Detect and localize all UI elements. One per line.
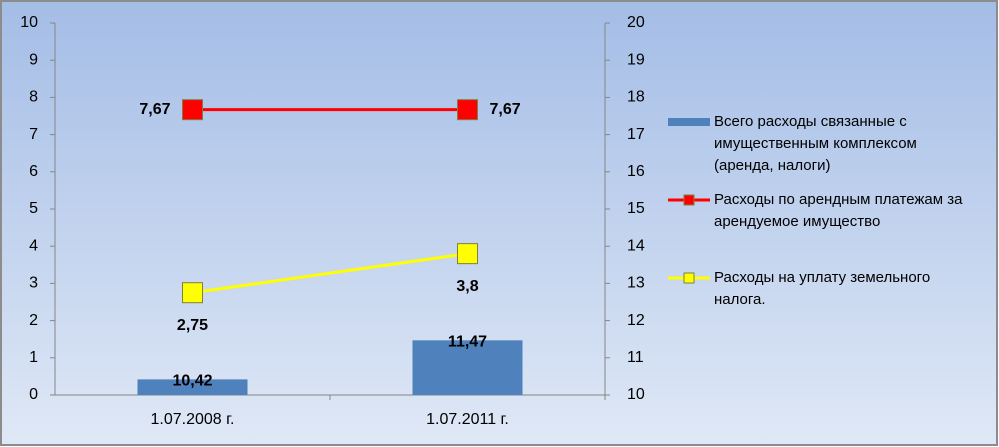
y-tick-label: 2 [29,312,38,329]
y-tick-label: 9 [29,51,38,68]
y2-tick-label: 11 [627,349,644,366]
marker [182,99,203,121]
bar [412,340,523,395]
y2-tick-label: 10 [627,386,645,403]
line [192,252,468,295]
marker [457,243,478,265]
y-tick-label: 5 [29,200,38,217]
data-label: 7,67 [490,101,521,118]
data-label: 3,8 [456,278,478,295]
y2-tick-label: 16 [627,163,645,180]
y-tick-label: 1 [29,349,38,366]
data-label: 10,42 [172,373,212,390]
y2-tick-label: 14 [627,237,645,254]
data-label: 11,47 [448,334,487,351]
x-tick-label: 1.07.2011 г. [426,411,509,428]
legend-label: Расходы на уплату земельного налога. [714,269,931,308]
y-tick-label: 6 [29,163,38,180]
data-label: 7,67 [139,101,170,118]
y2-tick-label: 20 [627,14,645,31]
legend-swatch [683,194,695,206]
y-tick-label: 0 [29,386,38,403]
legend-swatch [683,272,695,284]
legend-label: Расходы по арендным платежам за арендуем… [714,191,963,230]
legend-swatch [668,118,710,126]
y-tick-label: 4 [29,237,38,254]
y2-tick-label: 12 [627,312,645,329]
data-label: 2,75 [177,317,208,334]
y2-tick-label: 17 [627,126,645,143]
y2-tick-label: 15 [627,200,645,217]
y-tick-label: 8 [29,89,38,106]
y2-tick-label: 19 [627,51,645,68]
y2-tick-label: 13 [627,275,645,292]
y2-tick-label: 18 [627,89,645,106]
x-tick-label: 1.07.2008 г. [151,411,235,428]
marker [457,99,478,121]
y-tick-label: 3 [29,275,38,292]
bar [137,379,248,395]
y-tick-label: 10 [20,14,38,31]
marker [182,282,203,304]
y-tick-label: 7 [29,126,38,143]
legend-label: Всего расходы связанные с имущественным … [714,113,917,174]
